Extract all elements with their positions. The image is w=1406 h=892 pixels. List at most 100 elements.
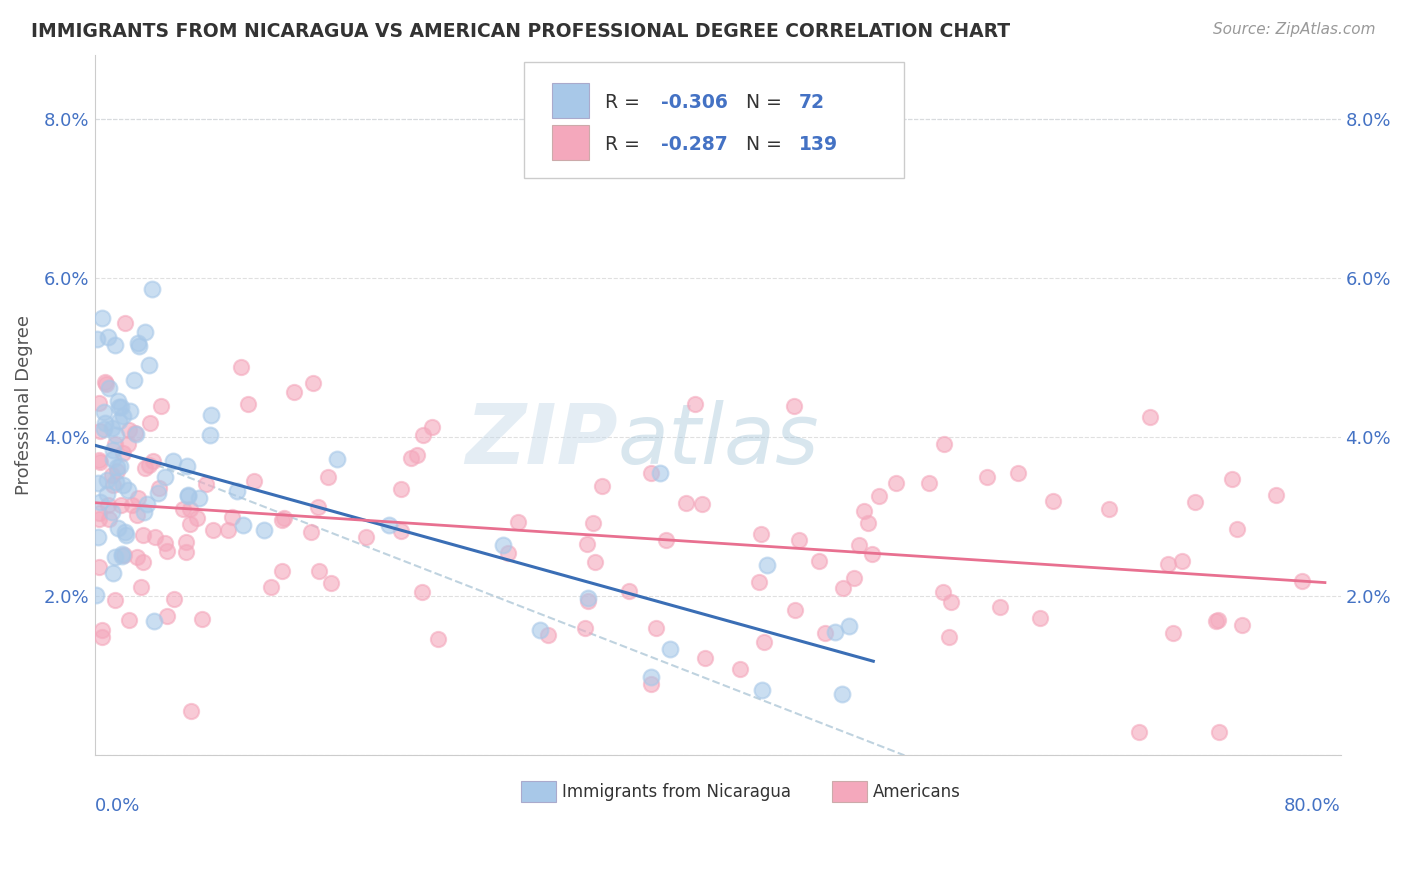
Point: [86, 530, 108, 544]
Point: [120, 404, 142, 418]
Point: [97, 498, 120, 512]
Point: [1098, 501, 1121, 516]
Point: [574, 621, 596, 635]
Y-axis label: Professional Degree: Professional Degree: [15, 315, 32, 495]
Text: atlas: atlas: [617, 400, 820, 481]
Point: [754, 635, 776, 649]
Text: R =: R =: [606, 135, 647, 153]
Point: [506, 516, 529, 530]
Point: [411, 584, 433, 599]
Point: [932, 584, 955, 599]
Point: [389, 524, 412, 538]
Point: [1029, 611, 1052, 625]
Point: [125, 426, 148, 441]
Point: [308, 564, 330, 578]
Point: [86, 476, 108, 491]
Point: [683, 397, 706, 411]
Point: [1171, 554, 1194, 568]
Point: [104, 549, 127, 564]
Point: [316, 469, 339, 483]
Point: [94, 416, 117, 430]
Point: [1222, 471, 1244, 485]
Point: [136, 497, 159, 511]
Point: [326, 452, 349, 467]
Point: [179, 517, 201, 532]
Text: -0.306: -0.306: [661, 93, 728, 112]
Point: [112, 548, 135, 562]
Point: [389, 482, 412, 496]
Point: [976, 470, 998, 484]
Point: [640, 670, 662, 684]
Point: [238, 397, 260, 411]
Point: [125, 508, 148, 523]
Point: [492, 538, 515, 552]
Point: [174, 545, 197, 559]
Point: [842, 571, 865, 585]
Point: [832, 581, 855, 595]
Point: [132, 505, 155, 519]
Point: [693, 651, 716, 665]
Point: [751, 682, 773, 697]
Point: [783, 603, 806, 617]
Point: [89, 455, 111, 469]
Point: [302, 376, 325, 390]
Point: [180, 704, 202, 718]
Point: [1163, 625, 1185, 640]
Point: [582, 516, 605, 530]
Point: [141, 282, 163, 296]
Point: [127, 336, 149, 351]
Point: [84, 588, 107, 602]
Point: [93, 405, 115, 419]
Point: [868, 489, 890, 503]
Point: [1042, 493, 1064, 508]
Point: [354, 530, 377, 544]
Point: [1157, 557, 1180, 571]
Point: [194, 476, 217, 491]
Point: [112, 446, 135, 460]
Point: [918, 476, 941, 491]
Point: [198, 427, 221, 442]
Point: [121, 498, 143, 512]
Point: [110, 548, 132, 562]
Point: [655, 533, 678, 547]
Point: [690, 497, 713, 511]
Point: [782, 399, 804, 413]
Point: [529, 623, 551, 637]
Point: [378, 518, 401, 533]
Point: [756, 558, 779, 573]
Point: [110, 498, 132, 512]
Point: [124, 426, 146, 441]
Point: [89, 507, 111, 521]
Point: [93, 422, 115, 436]
Point: [537, 628, 560, 642]
Point: [749, 527, 772, 541]
Point: [134, 461, 156, 475]
Point: [1265, 488, 1288, 502]
Point: [426, 632, 449, 646]
Point: [1007, 466, 1029, 480]
Point: [132, 555, 155, 569]
Point: [132, 528, 155, 542]
Point: [1128, 724, 1150, 739]
Bar: [520, 781, 555, 802]
Bar: [551, 83, 589, 118]
Point: [576, 536, 599, 550]
Text: IMMIGRANTS FROM NICARAGUA VS AMERICAN PROFESSIONAL DEGREE CORRELATION CHART: IMMIGRANTS FROM NICARAGUA VS AMERICAN PR…: [31, 22, 1010, 41]
Point: [412, 428, 434, 442]
Text: N =: N =: [747, 93, 789, 112]
Point: [939, 595, 962, 609]
Point: [104, 338, 127, 352]
Point: [128, 339, 150, 353]
Point: [640, 677, 662, 691]
Point: [117, 614, 139, 628]
Point: [142, 453, 165, 467]
Point: [122, 373, 145, 387]
Point: [271, 512, 294, 526]
Point: [91, 623, 114, 637]
Point: [270, 564, 292, 578]
Point: [591, 479, 613, 493]
Point: [156, 543, 179, 558]
Point: [104, 475, 127, 489]
Point: [134, 325, 156, 339]
Point: [848, 538, 870, 552]
